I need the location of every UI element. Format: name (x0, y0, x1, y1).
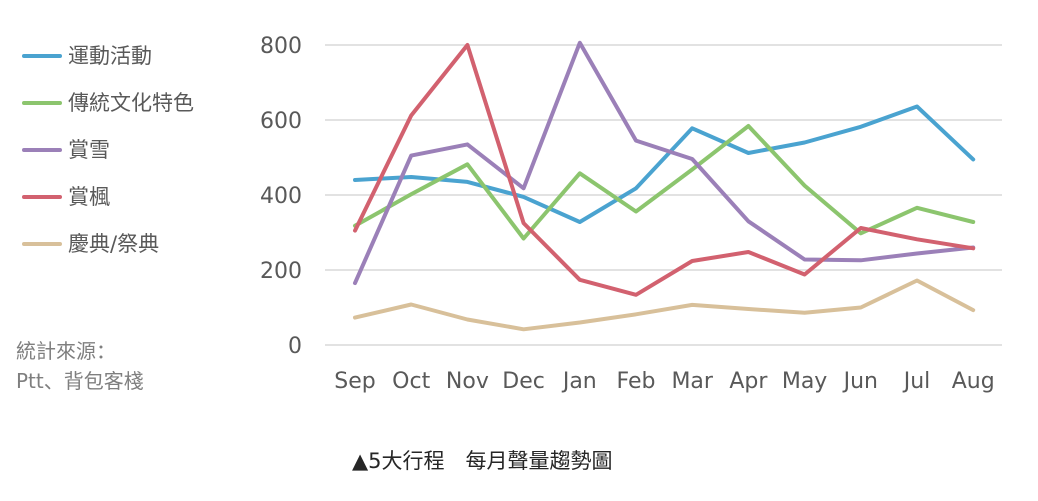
legend-swatch (22, 148, 62, 152)
legend-label: 賞楓 (68, 185, 110, 209)
y-tick-label: 600 (260, 109, 302, 134)
legend-label: 傳統文化特色 (68, 91, 194, 115)
x-tick-label: Oct (392, 369, 430, 394)
x-tick-label: Sep (334, 369, 375, 394)
x-tick-label: Mar (671, 369, 713, 394)
x-tick-label: May (782, 369, 827, 394)
series-line-4 (353, 278, 976, 332)
chart-caption: ▲5大行程 每月聲量趨勢圖 (352, 449, 613, 473)
y-tick-label: 200 (260, 259, 302, 284)
x-tick-label: Nov (446, 369, 489, 394)
series-line-1 (353, 124, 976, 241)
gridlines (325, 44, 1002, 346)
x-tick-label: Jun (842, 369, 878, 394)
legend-swatch (22, 101, 62, 105)
y-tick-label: 400 (260, 184, 302, 209)
series-line-3 (353, 43, 976, 297)
source-label: 統計來源： (16, 339, 116, 363)
x-tick-label: Feb (617, 369, 656, 394)
y-tick-label: 0 (288, 334, 302, 359)
legend-label: 運動活動 (68, 44, 152, 68)
legend-label: 賞雪 (68, 138, 110, 162)
x-tick-label: Apr (729, 369, 768, 394)
series-line-0 (353, 104, 976, 224)
source-value: Ptt、背包客棧 (16, 369, 144, 393)
y-axis-ticks: 0 200 400 600 800 (260, 34, 302, 359)
legend-swatch (22, 54, 62, 58)
legend-label: 慶典/祭典 (68, 232, 160, 256)
source-note: 統計來源： Ptt、背包客棧 (16, 336, 144, 396)
legend-swatch (22, 195, 62, 199)
x-tick-label: Aug (952, 369, 995, 394)
series-lines (353, 40, 976, 332)
series-line-2 (353, 40, 976, 286)
x-axis-ticks: Sep Oct Nov Dec Jan Feb Mar Apr May Jun Jul Aug (334, 369, 994, 394)
x-tick-label: Dec (502, 369, 545, 394)
x-tick-label: Jul (902, 369, 931, 394)
legend-swatch (22, 242, 62, 246)
x-tick-label: Jan (561, 369, 597, 394)
y-tick-label: 800 (260, 34, 302, 59)
